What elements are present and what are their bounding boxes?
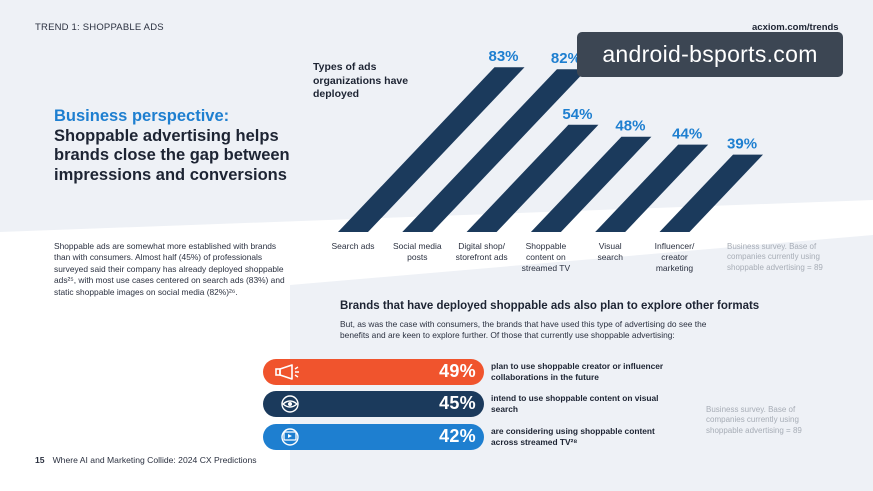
chart-value-label: 82% xyxy=(551,50,581,67)
chart-bar xyxy=(466,124,599,232)
chart-value-label: 54% xyxy=(562,106,592,123)
stat-text: are considering using shoppable content … xyxy=(491,426,655,447)
chart-source-note: Business survey. Base of companies curre… xyxy=(727,242,823,272)
trend-label: TREND 1: SHOPPABLE ADS xyxy=(35,22,164,33)
megaphone-icon xyxy=(275,364,299,380)
chart-category-label: Shoppable content on streamed TV xyxy=(522,241,571,273)
eye-icon xyxy=(281,395,299,413)
chart-category-label: Digital shop/storefront ads xyxy=(456,241,508,262)
stat-text: intend to use shoppable content on visua… xyxy=(491,393,659,414)
headline-main: Shoppable advertising helps brands close… xyxy=(54,126,290,184)
section-intro: But, as was the case with consumers, the… xyxy=(340,319,707,341)
chart-category-label: Visual search xyxy=(597,241,623,262)
section-title: Brands that have deployed shoppable ads … xyxy=(340,300,760,312)
site-url[interactable]: acxiom.com/trends xyxy=(752,22,839,33)
tv-icon xyxy=(281,428,299,446)
chart-value-label: 83% xyxy=(489,48,519,65)
chart-value-label: 39% xyxy=(727,136,757,153)
stat-text: plan to use shoppable creator or influen… xyxy=(491,361,664,382)
headline-accent: Business perspective: xyxy=(54,107,230,125)
chart-value-label: 48% xyxy=(615,118,645,135)
chart-title: Types of ads organizations have deployed xyxy=(313,61,409,100)
stat-pill-visual-search: 45% xyxy=(263,391,484,417)
stat-pill-streamed-tv: 42% xyxy=(263,424,484,450)
section-source-note: Business survey. Base of companies curre… xyxy=(706,405,802,435)
chart-bar xyxy=(338,67,525,233)
chart-bar xyxy=(595,144,709,232)
stat-value: 45% xyxy=(439,393,476,413)
watermark: android-bsports.com xyxy=(577,32,843,77)
footer-text: Where AI and Marketing Collide: 2024 CX … xyxy=(52,455,257,465)
stat-value: 49% xyxy=(439,361,476,381)
stat-value: 42% xyxy=(439,426,476,446)
chart-bar xyxy=(402,69,587,232)
chart-category-label: Search ads xyxy=(332,241,375,251)
chart-category-label: Influencer/creator marketing xyxy=(655,241,695,273)
chart-bar xyxy=(530,136,652,232)
footer: 15 Where AI and Marketing Collide: 2024 C… xyxy=(35,455,257,465)
page-title: Business perspective: Shoppable advertis… xyxy=(54,107,294,185)
body-copy: Shoppable ads are somewhat more establis… xyxy=(54,241,285,297)
chart-category-label: Social media posts xyxy=(393,241,442,262)
stat-pill-creator: 49% xyxy=(263,359,484,385)
chart-bar xyxy=(659,154,764,232)
chart-value-label: 44% xyxy=(672,126,702,143)
page-number: 15 xyxy=(35,455,45,465)
